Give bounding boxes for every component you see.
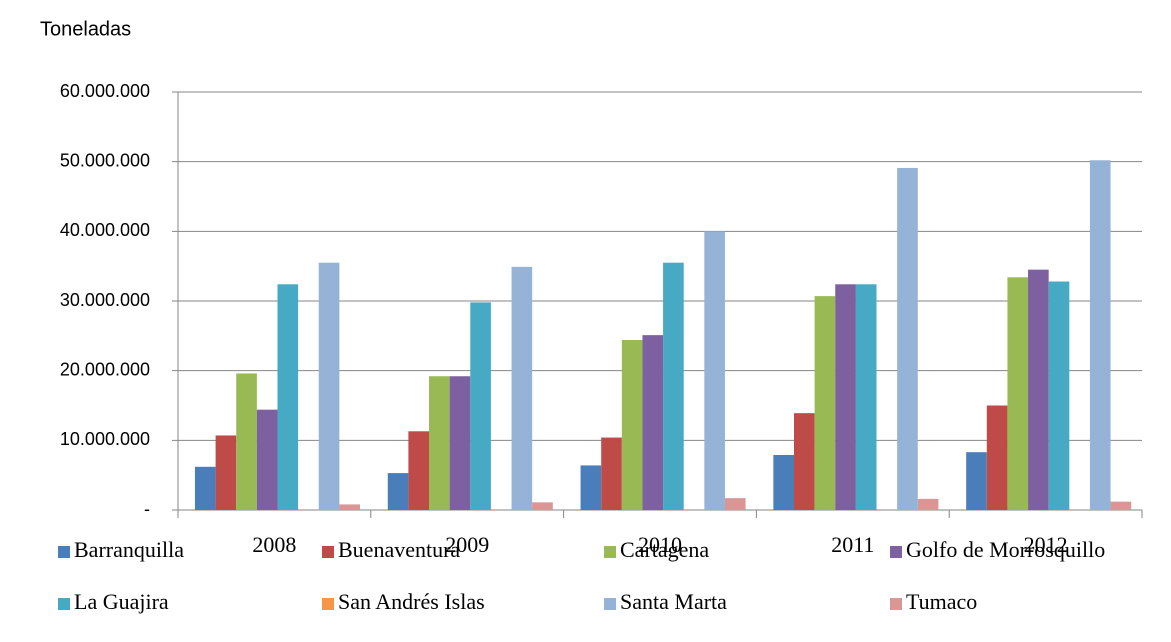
bar <box>793 413 815 510</box>
bar <box>318 262 340 510</box>
chart-title: Toneladas <box>40 18 131 40</box>
bar <box>724 498 746 510</box>
legend-label: Cartagena <box>620 537 709 562</box>
y-tick-label: 50.000.000 <box>60 150 150 170</box>
bar <box>470 302 491 510</box>
y-tick-label: 10.000.000 <box>60 429 150 449</box>
bar <box>917 498 939 510</box>
legend-label: La Guajira <box>74 589 169 614</box>
bar <box>408 431 430 510</box>
x-tick-label: 2008 <box>252 532 296 557</box>
bar <box>601 437 622 510</box>
bar <box>642 335 664 510</box>
x-tick-label: 2011 <box>831 532 874 557</box>
bar <box>1048 281 1070 510</box>
legend-label: Tumaco <box>906 589 977 614</box>
bar <box>277 284 299 510</box>
bar <box>580 465 602 510</box>
bar <box>1089 160 1111 511</box>
bar <box>236 373 257 510</box>
bar <box>194 466 216 510</box>
bar <box>387 473 409 510</box>
legend-label: Golfo de Morrosquillo <box>906 537 1105 562</box>
y-tick-label: 30.000.000 <box>60 290 150 310</box>
bar <box>339 504 361 510</box>
legend-label: Barranquilla <box>74 537 184 562</box>
bar <box>1110 501 1132 510</box>
legend-label: Santa Marta <box>620 589 727 614</box>
x-tick-label: 2010 <box>638 532 682 557</box>
y-tick-label: 60.000.000 <box>60 81 150 101</box>
legend-label: San Andrés Islas <box>338 589 485 614</box>
bar <box>855 284 877 510</box>
bar <box>1028 269 1049 510</box>
x-tick-label: 2009 <box>445 532 489 557</box>
legend-swatch <box>322 598 334 610</box>
bar <box>663 262 684 510</box>
bar <box>621 340 643 510</box>
bar <box>897 167 918 511</box>
bar <box>966 452 987 510</box>
legend-swatch <box>322 546 334 558</box>
legend-swatch <box>58 598 70 610</box>
bar <box>449 376 471 510</box>
y-tick-label: 20.000.000 <box>60 359 150 379</box>
x-tick-label: 2012 <box>1024 532 1068 557</box>
y-tick-label: - <box>144 499 150 519</box>
legend-swatch <box>604 598 616 610</box>
bar <box>814 296 836 510</box>
y-tick-label: 40.000.000 <box>60 220 150 240</box>
bar <box>215 435 237 510</box>
bar <box>773 454 794 510</box>
legend-swatch <box>604 546 616 558</box>
bar <box>256 409 278 510</box>
legend-swatch <box>890 546 902 558</box>
bar <box>511 266 533 510</box>
bar <box>986 405 1008 510</box>
legend-swatch <box>890 598 902 610</box>
legend-swatch <box>58 546 70 558</box>
bar <box>704 231 725 511</box>
legend-label: Buenaventura <box>338 537 460 562</box>
bar <box>429 376 450 510</box>
bar <box>835 284 856 510</box>
bar <box>1007 277 1029 510</box>
bar <box>532 502 553 510</box>
